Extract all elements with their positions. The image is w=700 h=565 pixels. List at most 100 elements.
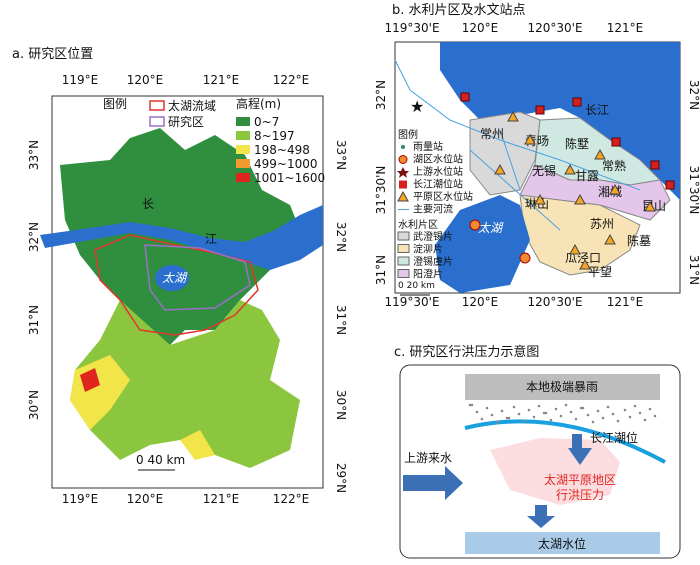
- map-label: 长: [142, 197, 154, 211]
- station-marker: [460, 92, 470, 102]
- legend-swatch: [236, 117, 250, 126]
- rain-dot: [495, 420, 499, 424]
- rain-dot: [574, 417, 578, 421]
- lake-level-label: 太湖水位: [538, 536, 586, 551]
- legend-label: 8~197: [254, 129, 295, 143]
- y-tick-label: 31°N: [374, 255, 388, 285]
- rain-dot: [564, 403, 568, 407]
- station-marker: [535, 105, 545, 115]
- rain-dot: [475, 410, 479, 414]
- y-tick-label: 31°N: [334, 305, 348, 335]
- rain-box: [465, 374, 660, 400]
- legend-swatch: [149, 100, 165, 111]
- station-marker: [519, 252, 531, 264]
- legend-label: 淀泖片: [413, 243, 443, 256]
- rain-dot: [532, 415, 536, 419]
- legend-symbol: [398, 155, 408, 164]
- plain-area: [490, 438, 620, 505]
- legend-label: 长江潮位站: [413, 178, 463, 191]
- rain-dot: [490, 413, 494, 417]
- legend-label: 澄锡虞片: [413, 255, 453, 268]
- legend-label: 0~7: [254, 115, 279, 129]
- y-tick-label: 32°N: [687, 80, 700, 110]
- place-label: 陈墓: [627, 233, 651, 248]
- y-tick-label: 33°N: [334, 140, 348, 170]
- x-tick-label: 120°E: [127, 492, 164, 506]
- rain-dot: [633, 404, 637, 408]
- rain-dot: [638, 411, 642, 415]
- legend-swatch: [397, 244, 410, 253]
- y-tick-label: 30°N: [334, 390, 348, 420]
- station-marker: [609, 183, 621, 195]
- place-label: 常州: [480, 127, 504, 141]
- rain-dot: [537, 404, 541, 408]
- legend-swatch: [397, 269, 410, 278]
- x-tick-label: 120°E: [462, 21, 499, 35]
- rain-dot: [485, 406, 489, 410]
- legend-symbol: [401, 145, 405, 149]
- station-marker: [564, 163, 576, 175]
- station-marker: [650, 160, 660, 170]
- study-outline: [144, 244, 251, 311]
- station-marker: [572, 97, 582, 107]
- station-marker: [644, 200, 656, 212]
- station-marker: [665, 180, 675, 190]
- y-tick-label: 31°30'N: [374, 166, 388, 215]
- river: [394, 59, 641, 231]
- y-tick-label: 32°N: [374, 80, 388, 110]
- y-tick-label: 30°N: [27, 390, 41, 420]
- legend-title: 高程(m): [236, 96, 281, 111]
- x-tick-label: 120°30'E: [527, 21, 582, 35]
- rain-dot: [549, 418, 553, 422]
- legend-swatch: [236, 131, 250, 140]
- rain-dot: [623, 408, 627, 412]
- legend-label: 研究区: [168, 114, 204, 129]
- rain-dot: [596, 409, 600, 413]
- x-tick-label: 121°E: [203, 492, 240, 506]
- legend-swatch: [397, 256, 410, 266]
- rain-dot: [648, 407, 652, 411]
- legend-symbol: [397, 190, 409, 202]
- x-tick-label: 119°30'E: [384, 295, 439, 309]
- legend-label: 湖区水位站: [413, 153, 463, 166]
- elevation-zone: [180, 430, 215, 460]
- legend-label: 198~498: [254, 143, 310, 157]
- arrow: [568, 434, 592, 465]
- rain-dot: [628, 415, 632, 419]
- rain-dot: [505, 416, 509, 420]
- y-tick-label: 31°N: [27, 305, 41, 335]
- x-tick-label: 119°30'E: [384, 21, 439, 35]
- place-label: 陈墅: [565, 136, 589, 151]
- x-tick-label: 122°E: [273, 492, 310, 506]
- map-label: 江: [205, 232, 217, 246]
- x-tick-label: 121°E: [607, 21, 644, 35]
- x-tick-label: 119°E: [62, 492, 99, 506]
- legend-label: 平原区水位站: [413, 190, 473, 203]
- panel-title: c. 研究区行洪压力示意图: [394, 344, 539, 360]
- y-tick-label: 31°N: [687, 255, 700, 285]
- rain-dot: [591, 420, 595, 424]
- scale-label: 0 20 km: [398, 281, 435, 291]
- rain-dot: [606, 405, 610, 409]
- rain-dot: [522, 419, 526, 423]
- x-tick-label: 122°E: [273, 73, 310, 87]
- legend-symbol: [397, 167, 409, 178]
- rain-dot: [507, 416, 511, 420]
- station-marker: [524, 133, 536, 145]
- x-tick-label: 121°E: [607, 295, 644, 309]
- rain-dot: [559, 414, 563, 418]
- arrow: [527, 505, 555, 528]
- legend-label: 上游水位站: [413, 165, 463, 178]
- rain-label: 本地极端暴雨: [526, 380, 598, 394]
- legend-label: 主要河流: [413, 203, 453, 216]
- x-tick-label: 120°30'E: [527, 295, 582, 309]
- station-marker: [494, 163, 506, 175]
- legend-label: 雨量站: [413, 140, 443, 153]
- legend-symbol: [399, 180, 407, 189]
- upstream-label: 上游来水: [404, 451, 452, 465]
- rain-dot: [586, 413, 590, 417]
- station-marker: [469, 219, 481, 231]
- zone: [469, 111, 541, 196]
- legend-swatch: [236, 145, 250, 154]
